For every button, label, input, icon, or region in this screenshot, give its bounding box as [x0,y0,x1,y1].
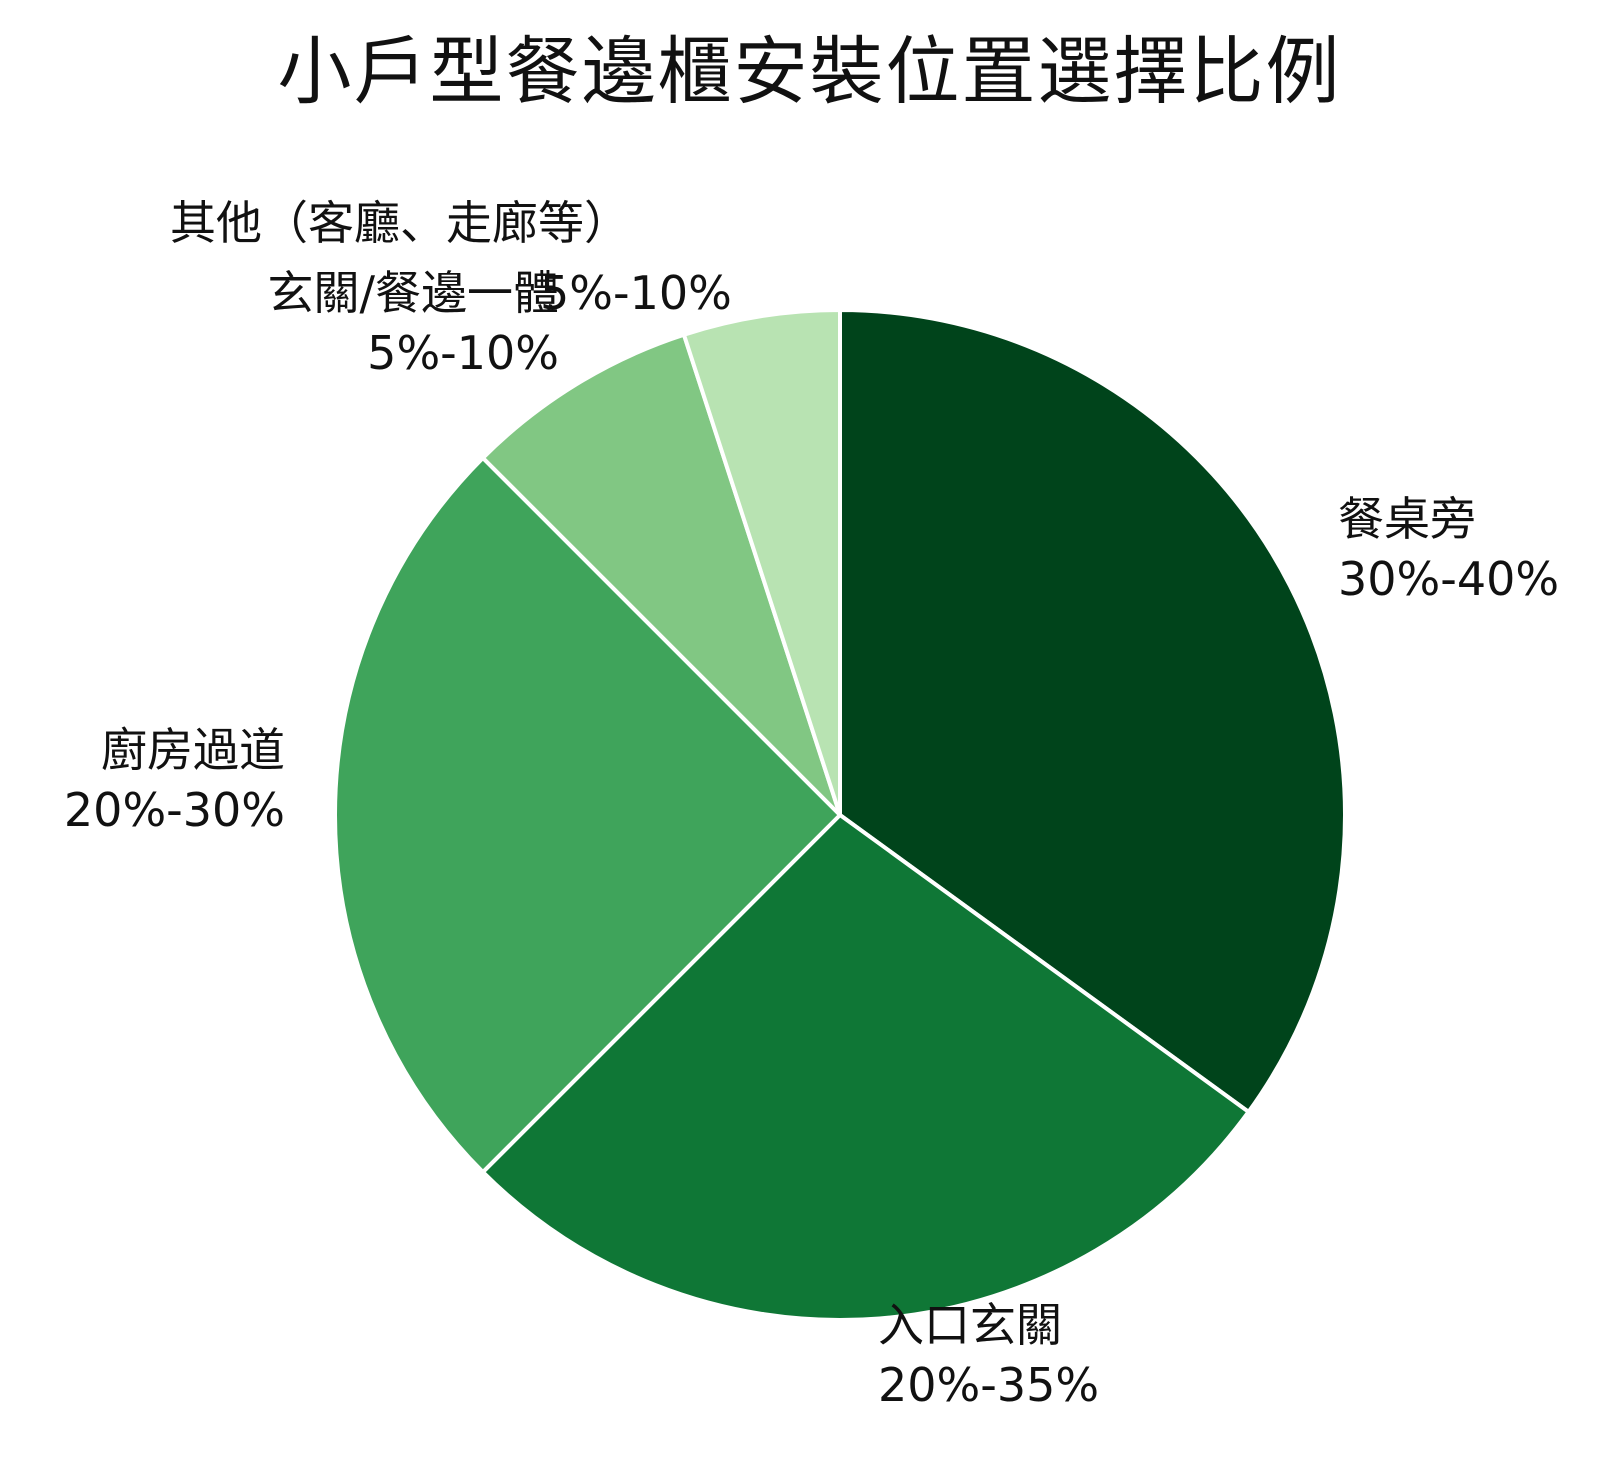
pie-slice-kitchen-aisle [333,455,842,1175]
chart-title: 小戶型餐邊櫃安裝位置選擇比例 [277,29,1342,115]
slice-label-range: 20%-30% [63,783,285,837]
slice-label-range: 5%-10% [540,266,732,320]
pie-slices [333,308,1347,1322]
slice-label-name: 入口玄關 [878,1298,1062,1352]
pie-slice-other [681,308,842,817]
slice-label-name: 廚房過道 [101,723,285,777]
slice-label-name: 其他（客廳、走廊等） [170,196,630,250]
slice-label-name: 餐桌旁 [1338,492,1476,546]
slice-label-dining-table: 餐桌旁 30%-40% [1338,489,1559,609]
pie-slice-entrance-foyer [480,813,1251,1322]
pie-slice-dining-table [838,308,1347,1114]
slice-label-other-range: 5%-10% [540,263,732,323]
slice-label-foyer-dining-combo: 玄關/餐邊一體 5%-10% [268,263,560,383]
slice-label-range: 5%-10% [367,326,559,380]
slice-label-name: 玄關/餐邊一體 [267,266,560,320]
pie-slice-foyer-dining-combo [480,332,842,817]
slice-label-entrance-foyer: 入口玄關 20%-35% [878,1295,1099,1415]
slice-label-other: 其他（客廳、走廊等） [170,193,630,253]
slice-label-range: 30%-40% [1338,552,1560,606]
slice-label-range: 20%-35% [878,1358,1100,1412]
slice-label-kitchen-aisle: 廚房過道 20%-30% [64,720,285,840]
